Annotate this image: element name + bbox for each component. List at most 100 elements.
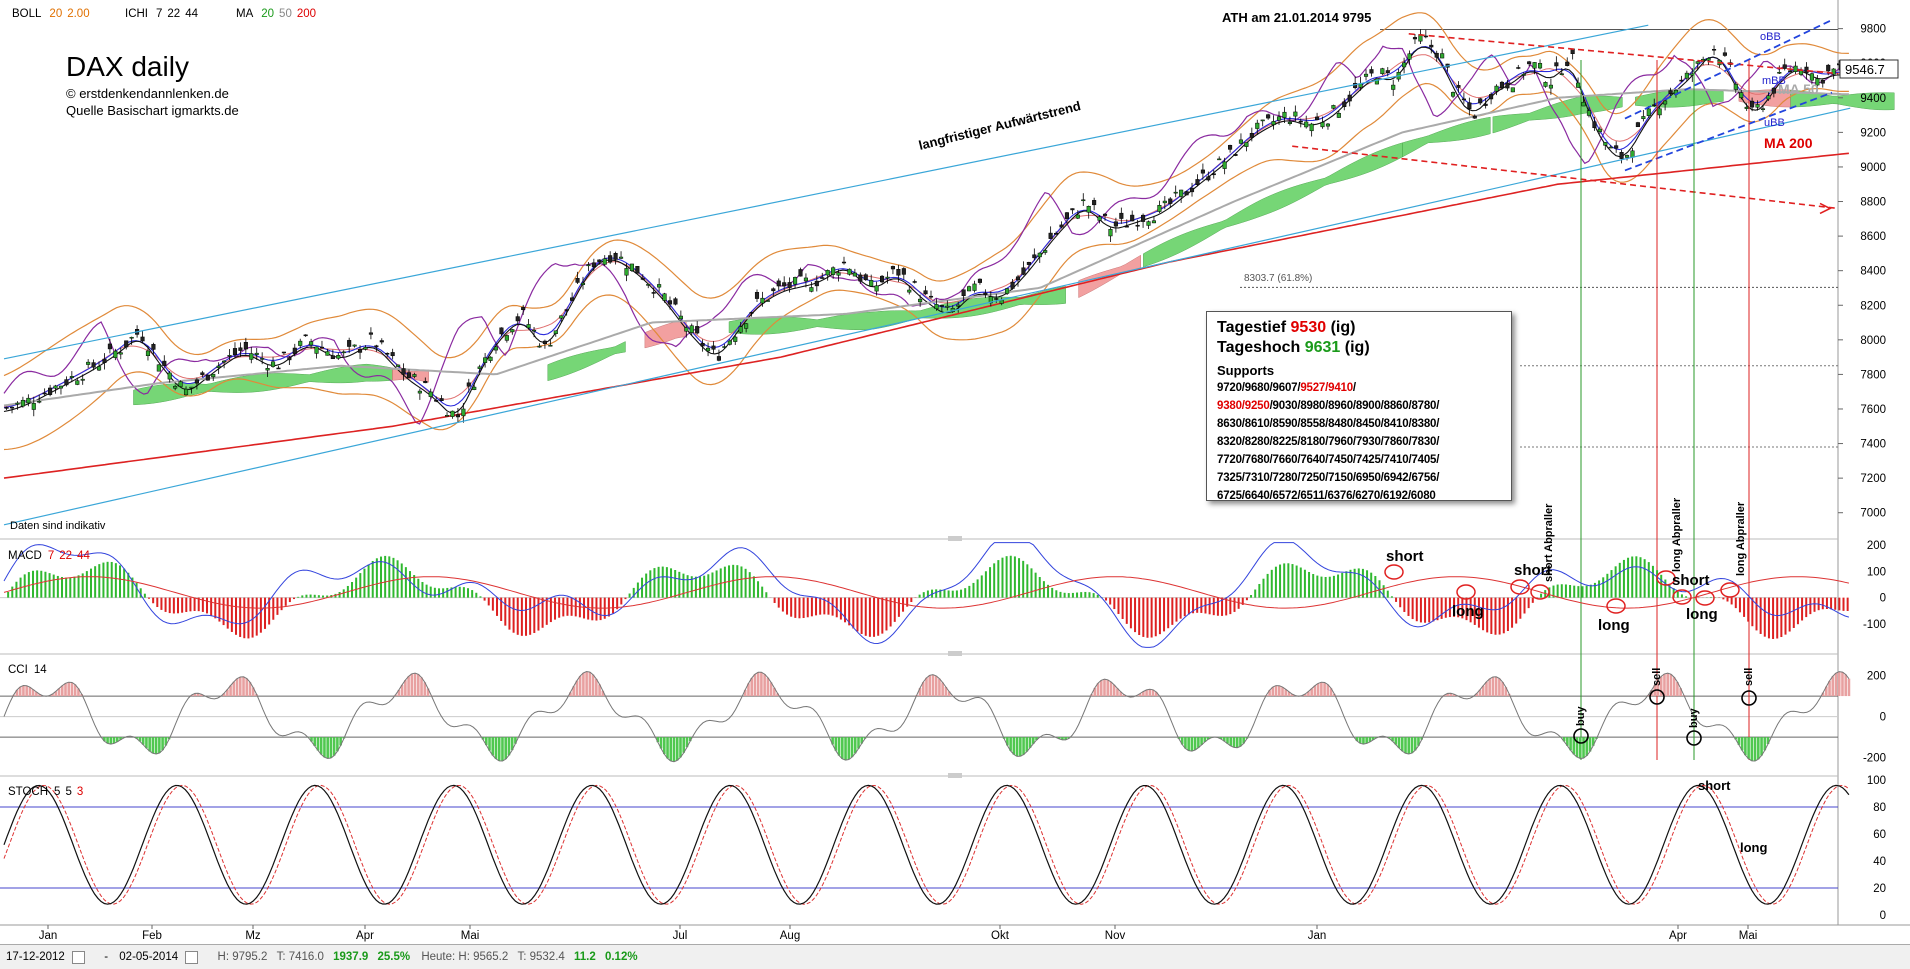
candle-body (108, 344, 112, 349)
candle-body (918, 299, 922, 302)
x-tick-label: Feb (142, 930, 162, 942)
candle-body (831, 268, 835, 275)
macd-bar (1640, 557, 1642, 597)
macd-bar (1076, 593, 1078, 598)
macd-bar (272, 598, 274, 620)
candle-body (440, 398, 444, 400)
candle-body (249, 354, 253, 360)
candle-body (1473, 116, 1477, 118)
macd-bar (90, 569, 92, 598)
x-tick-label: Apr (356, 930, 374, 942)
macd-bar (1635, 556, 1637, 597)
macd-bar (7, 592, 9, 598)
candle-body (859, 275, 863, 281)
macd-bar (94, 566, 96, 597)
candle-body (712, 346, 716, 349)
macd-bar (827, 598, 829, 615)
candle-body (984, 293, 988, 295)
macd-bar (1167, 598, 1169, 629)
macd-bar (107, 562, 109, 598)
macd-bar (214, 598, 216, 619)
candle-body (1723, 53, 1727, 56)
macd-bar (1441, 598, 1443, 619)
credit-line-1: © erstdenkendannlenken.de (66, 86, 229, 101)
macd-bar (807, 598, 809, 618)
macd-bar (1184, 598, 1186, 617)
macd-bar (736, 565, 738, 597)
macd-bar (537, 598, 539, 631)
macd-bar (65, 578, 67, 598)
candle-body (1457, 85, 1461, 87)
macd-bar (1557, 585, 1559, 598)
candle-body (1315, 117, 1319, 120)
macd-bar (1333, 576, 1335, 598)
macd-bar (1677, 592, 1679, 598)
date-from[interactable]: 17-12-2012 (6, 945, 65, 969)
candle-body (1147, 222, 1151, 226)
candle-body (1603, 142, 1607, 145)
candle-body (1141, 215, 1145, 221)
calendar-from-icon[interactable] (72, 951, 85, 964)
macd-bar (1445, 598, 1447, 618)
macd-bar (123, 569, 125, 598)
macd-bar (1130, 598, 1132, 629)
macd-bar (1006, 556, 1008, 597)
macd-bar (678, 572, 680, 598)
candle-body (1805, 67, 1809, 73)
chart-svg[interactable]: 7000720074007600780080008200840086008800… (0, 0, 1910, 944)
macd-bar (1337, 575, 1339, 598)
macd-bar (1308, 572, 1310, 598)
macd-bar (840, 598, 842, 620)
annot-long-4: long (1740, 840, 1767, 855)
macd-bar (749, 572, 751, 597)
candle-body (598, 260, 602, 262)
macd-bar (1772, 598, 1774, 639)
macd-bar (53, 575, 55, 598)
date-to[interactable]: 02-05-2014 (119, 945, 178, 969)
macd-bar (1768, 598, 1770, 639)
macd-bar (11, 587, 13, 598)
macd-bar (968, 586, 970, 598)
macd-bar (1246, 598, 1248, 601)
x-tick-label: Jan (39, 930, 58, 942)
macd-bar (1262, 579, 1264, 598)
candle-body (728, 341, 732, 344)
candle-body (897, 269, 901, 275)
candle-body (1130, 215, 1134, 221)
candle-body (1217, 159, 1221, 160)
macd-bar (985, 571, 987, 597)
macd-bar (1316, 576, 1318, 598)
macd-bar (1217, 598, 1219, 616)
macd-bar (1349, 570, 1351, 598)
macd-bar (1275, 567, 1277, 598)
macd-bar (608, 598, 610, 617)
candle-body (1294, 112, 1298, 116)
candle-body (543, 341, 547, 344)
candle-body (1522, 74, 1526, 75)
macd-bar (351, 582, 353, 598)
macd-bar (1598, 580, 1600, 597)
candle-body (27, 398, 31, 403)
macd-bar (943, 590, 945, 598)
macd-bar (446, 588, 448, 598)
candle-body (505, 335, 509, 340)
candle-body (1658, 109, 1662, 115)
candle-body (1179, 190, 1183, 196)
macd-bar (964, 588, 966, 597)
macd-bar (1151, 598, 1153, 638)
macd-bar (1001, 558, 1003, 598)
macd-bar (666, 567, 668, 597)
macd-bar (529, 598, 531, 635)
candle-body (1408, 54, 1412, 59)
macd-bar (819, 598, 821, 615)
macd-bar (1515, 598, 1517, 624)
macd-tick-label: 200 (1867, 540, 1886, 552)
candle-body (70, 376, 74, 377)
candle-body (1696, 62, 1700, 64)
macd-bar (645, 574, 647, 598)
candle-body (853, 273, 857, 276)
candle-body (1212, 174, 1216, 175)
candle-body (369, 333, 373, 335)
calendar-to-icon[interactable] (185, 951, 198, 964)
